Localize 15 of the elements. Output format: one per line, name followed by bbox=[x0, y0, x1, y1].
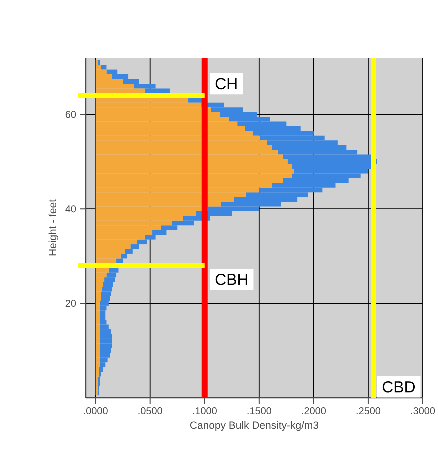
ref-line-label: CBD bbox=[382, 382, 416, 393]
x-tick-label: .0000 bbox=[84, 408, 108, 415]
x-tick-label: .2500 bbox=[356, 408, 381, 415]
y-axis-title: Height - feet bbox=[48, 200, 59, 256]
ref-line-label: CH bbox=[216, 78, 237, 90]
x-tick-label: .1500 bbox=[248, 408, 272, 415]
x-tick-label: .1000 bbox=[193, 408, 217, 415]
y-tick-label: 60 bbox=[66, 111, 76, 118]
ref-line-label: CBH bbox=[216, 274, 248, 286]
y-tick-label: 20 bbox=[66, 300, 76, 308]
x-tick-label: .3000 bbox=[411, 408, 436, 415]
x-tick-label: .2000 bbox=[302, 408, 326, 415]
y-tick-label: 40 bbox=[66, 206, 76, 213]
x-tick-label: .0500 bbox=[138, 408, 162, 415]
x-axis-title: Canopy Bulk Density-kg/m3 bbox=[190, 421, 319, 432]
